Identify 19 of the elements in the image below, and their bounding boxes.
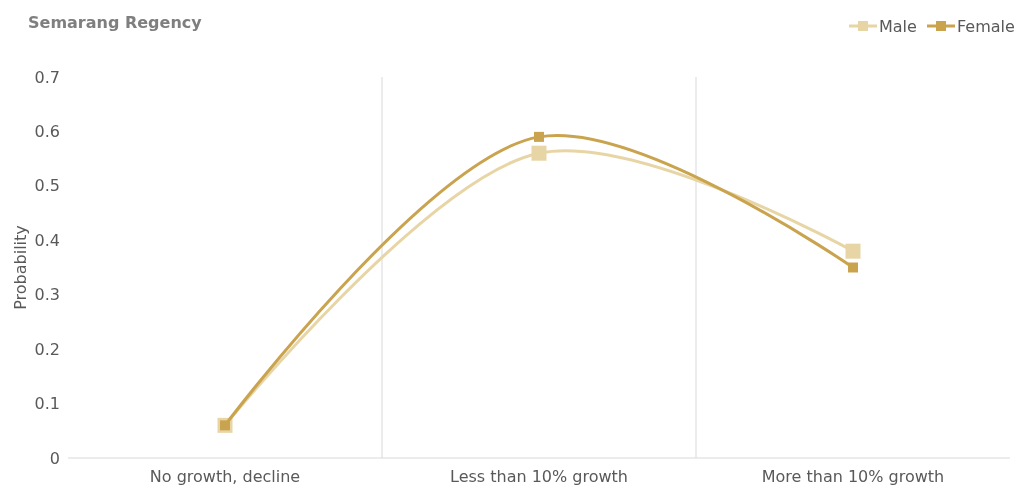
point: [534, 131, 544, 142]
legend-label: Female: [957, 16, 1015, 36]
point: [848, 262, 858, 273]
point: [531, 145, 547, 161]
y-axis-title: Probability: [11, 225, 30, 310]
point: [845, 243, 861, 259]
y-tick-label: 0.5: [34, 176, 60, 196]
chart-title: Semarang Regency: [28, 13, 203, 32]
y-tick-label: 0.6: [34, 122, 60, 142]
y-tick-label: 0.4: [34, 230, 60, 250]
y-tick-label: 0.2: [34, 339, 60, 359]
y-tick-label: 0.3: [34, 285, 60, 305]
legend-label: Male: [879, 16, 917, 36]
y-tick-label: 0.7: [34, 67, 60, 87]
y-tick-label: 0.1: [34, 394, 60, 414]
x-tick-label: More than 10% growth: [761, 467, 945, 486]
x-tick-label: Less than 10% growth: [450, 467, 628, 486]
y-tick-label: 0: [49, 448, 60, 468]
x-tick-label: No growth, decline: [149, 467, 301, 486]
